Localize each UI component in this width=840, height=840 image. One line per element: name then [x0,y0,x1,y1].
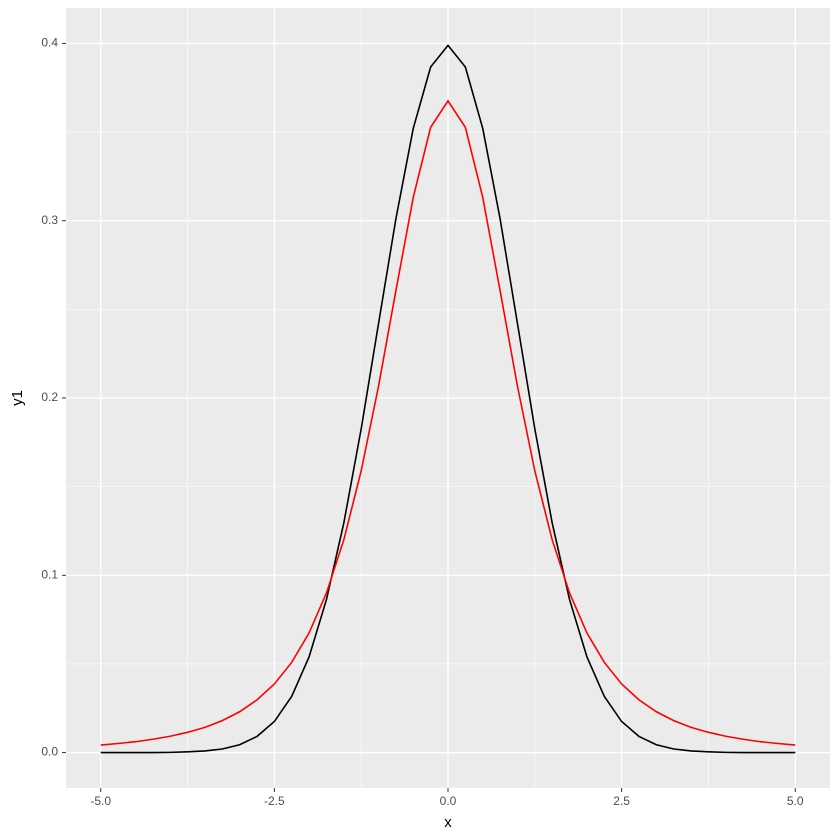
line [100,99,796,746]
y-tick-label: 0.3 [41,213,58,227]
x-tick-label: -5.0 [90,794,111,808]
x-tick-label: 0.0 [440,794,457,808]
y-tick-label: 0.0 [41,745,58,759]
y-axis-title: y1 [9,390,26,406]
x-tick-label: 2.5 [613,794,630,808]
x-axis-title: x [444,814,452,831]
y-tick-label: 0.2 [41,390,58,404]
line [100,44,796,754]
x-tick-label: -2.5 [264,794,285,808]
y-tick-label: 0.1 [41,567,58,581]
y-tick-label: 0.4 [41,36,58,50]
x-tick-label: 5.0 [787,794,804,808]
